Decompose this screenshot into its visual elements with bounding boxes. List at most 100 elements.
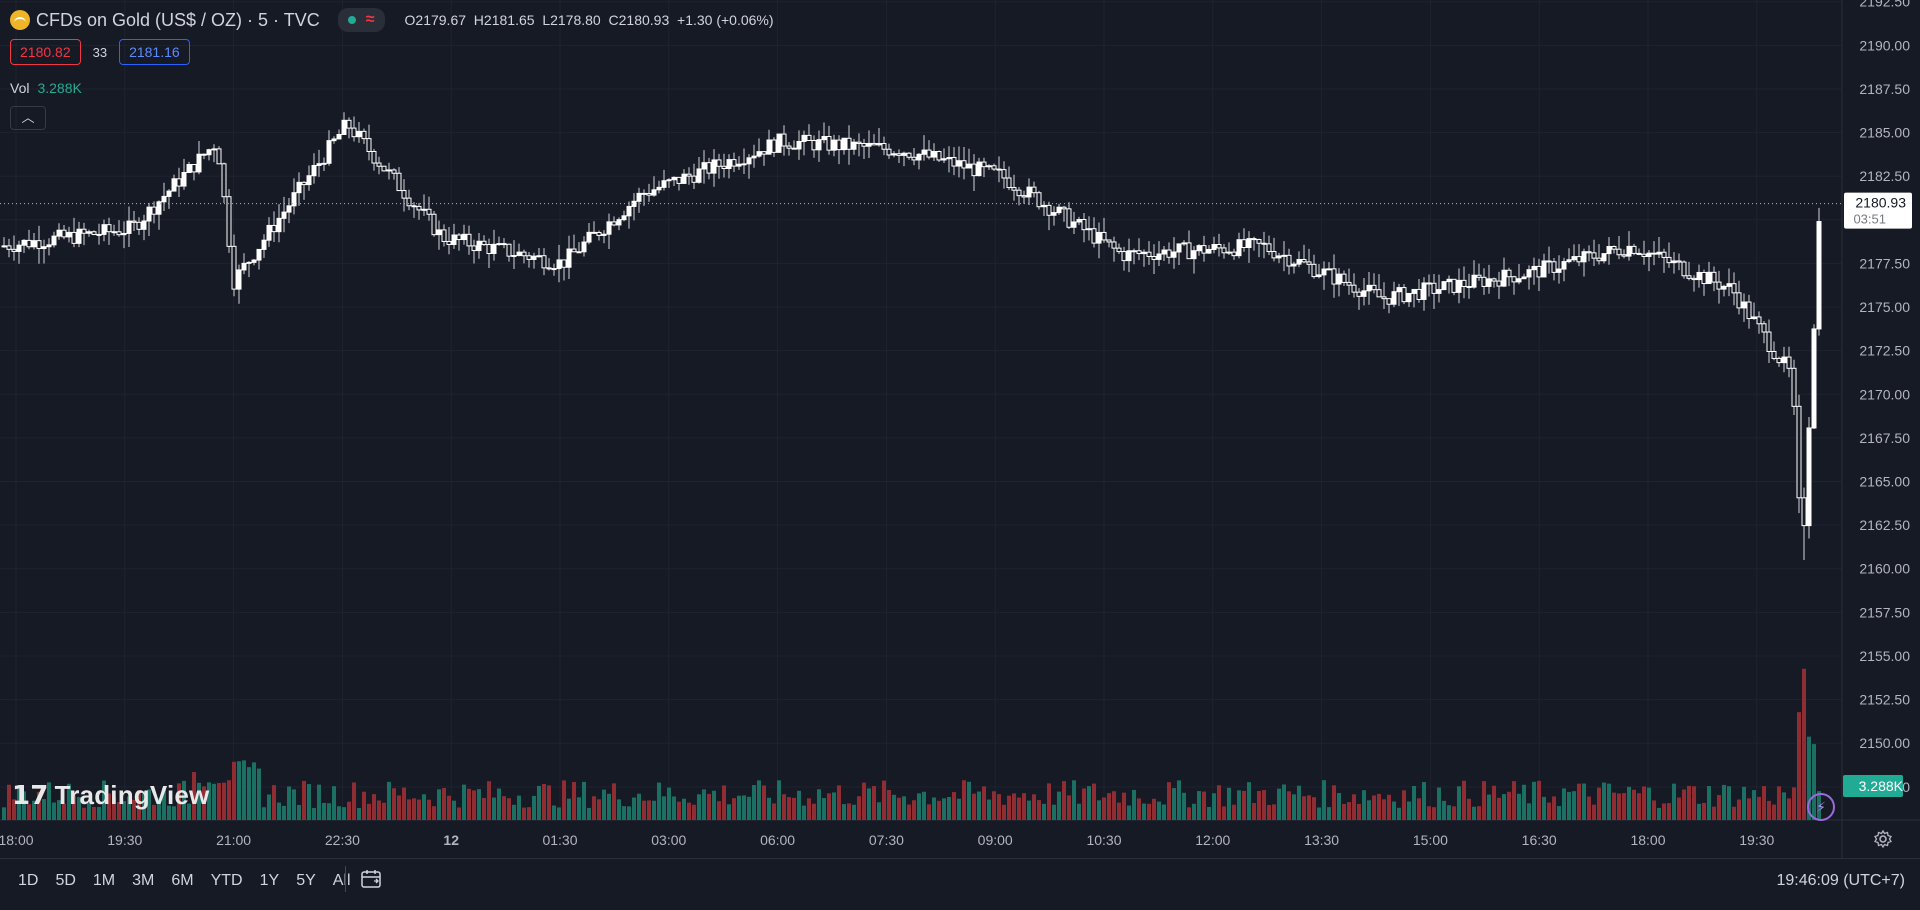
volume-bar [517, 795, 521, 820]
candle-body [346, 119, 352, 129]
candle-body [531, 255, 537, 260]
volume-bar [637, 793, 641, 820]
data-delay-icon: ≈ [365, 11, 375, 28]
candle-body [786, 145, 792, 149]
volume-bar [27, 804, 31, 820]
candle-body [1646, 252, 1652, 257]
candle-body [1621, 254, 1627, 257]
volume-bar [1532, 781, 1536, 820]
candle-body [481, 240, 487, 246]
volume-bar [57, 800, 61, 820]
candle-body [816, 139, 822, 151]
candle-body [1651, 252, 1657, 255]
candle-body [1636, 252, 1642, 255]
volume-bar [1752, 790, 1756, 820]
volume-bar [1062, 781, 1066, 820]
candle-body [331, 138, 337, 142]
candle-body [656, 186, 662, 191]
volume-bar [1342, 803, 1346, 820]
volume-bar [402, 787, 406, 820]
candle-body [1421, 282, 1427, 300]
goto-date-calendar-icon[interactable] [360, 868, 384, 890]
volume-bar [1087, 786, 1091, 820]
candle-body [1161, 249, 1167, 255]
volume-bar [557, 807, 561, 820]
candle-body [1671, 260, 1677, 264]
candle-body [1291, 263, 1297, 267]
candle-body [951, 156, 957, 167]
candle-body [306, 175, 312, 186]
price-chart[interactable]: 2192.50 2190.00 2187.50 2185.00 2182.50 2180.… [0, 0, 1920, 858]
candle-body [1041, 204, 1047, 208]
candle-body [756, 151, 762, 157]
candle-body [71, 231, 77, 244]
candle-body [626, 205, 632, 217]
range-button-5d[interactable]: 5D [55, 872, 76, 889]
volume-bar [592, 796, 596, 820]
candle-body [991, 165, 997, 170]
candle-body [16, 244, 22, 252]
candle-body [731, 159, 737, 167]
candle-body [326, 140, 332, 164]
range-button-1d[interactable]: 1D [18, 872, 39, 889]
volume-bar [857, 796, 861, 820]
price-tick-label: 2157.50 [1859, 604, 1910, 620]
candle-body [861, 142, 867, 147]
volume-bar [1367, 800, 1371, 820]
symbol-title[interactable]: CFDs on Gold (US$ / OZ) · 5 · TVC [36, 9, 320, 30]
candle-body [1186, 242, 1192, 260]
volume-bar [1252, 803, 1256, 820]
tradingview-watermark[interactable]: 𝟭𝟳 TradingView [12, 780, 210, 810]
range-button-6m[interactable]: 6M [171, 872, 194, 889]
bid-price-button[interactable]: 2180.82 [10, 39, 81, 65]
ask-price-button[interactable]: 2181.16 [119, 39, 190, 65]
volume-bar [352, 782, 356, 820]
range-button-1y[interactable]: 1Y [259, 872, 280, 889]
lightning-icon[interactable]: ⚡ [1807, 793, 1835, 821]
candle-body [236, 269, 242, 290]
candle-body [976, 161, 982, 177]
collapse-legend-button[interactable]: ︿ [10, 106, 46, 130]
range-button-1m[interactable]: 1M [92, 872, 116, 889]
volume-bar [587, 807, 591, 820]
candle-body [41, 246, 47, 250]
range-button-5y[interactable]: 5Y [296, 872, 316, 889]
candle-body [461, 233, 467, 241]
volume-bar [392, 788, 396, 820]
candle-body [766, 139, 772, 155]
volume-bar [1077, 803, 1081, 820]
volume-bar [1417, 798, 1421, 820]
volume-bar [882, 780, 886, 820]
volume-bar [902, 796, 906, 820]
candle-body [1606, 245, 1612, 255]
volume-bar [657, 782, 661, 820]
settings-gear-icon[interactable] [1873, 829, 1893, 849]
volume-bar [1747, 798, 1751, 820]
volume-bar [502, 796, 506, 820]
volume-bar [1012, 793, 1016, 820]
candle-body [1206, 248, 1212, 254]
time-tick-label: 06:00 [760, 832, 795, 848]
timezone-clock[interactable]: 19:46:09 (UTC+7) [1776, 872, 1905, 889]
candle-body [906, 152, 912, 158]
volume-bar [182, 780, 186, 820]
volume-bar [792, 797, 796, 820]
candle-body [1661, 251, 1667, 258]
volume-bar [322, 802, 326, 820]
candle-body [741, 163, 747, 166]
candle-body [1306, 261, 1312, 265]
volume-bar [917, 793, 921, 820]
volume-bar [1392, 801, 1396, 820]
market-status-pill[interactable]: ≈ [337, 8, 385, 32]
candle-body [666, 179, 672, 182]
candle-body [371, 151, 377, 164]
candle-body [1501, 269, 1507, 287]
volume-bar [1072, 780, 1076, 820]
candle-body [1741, 301, 1747, 309]
range-button-3m[interactable]: 3M [132, 872, 155, 889]
volume-bar [287, 786, 291, 820]
candle-body [1256, 239, 1262, 244]
range-button-ytd[interactable]: YTD [210, 872, 243, 889]
volume-bar [272, 785, 276, 820]
range-button-all[interactable]: All [332, 872, 351, 889]
